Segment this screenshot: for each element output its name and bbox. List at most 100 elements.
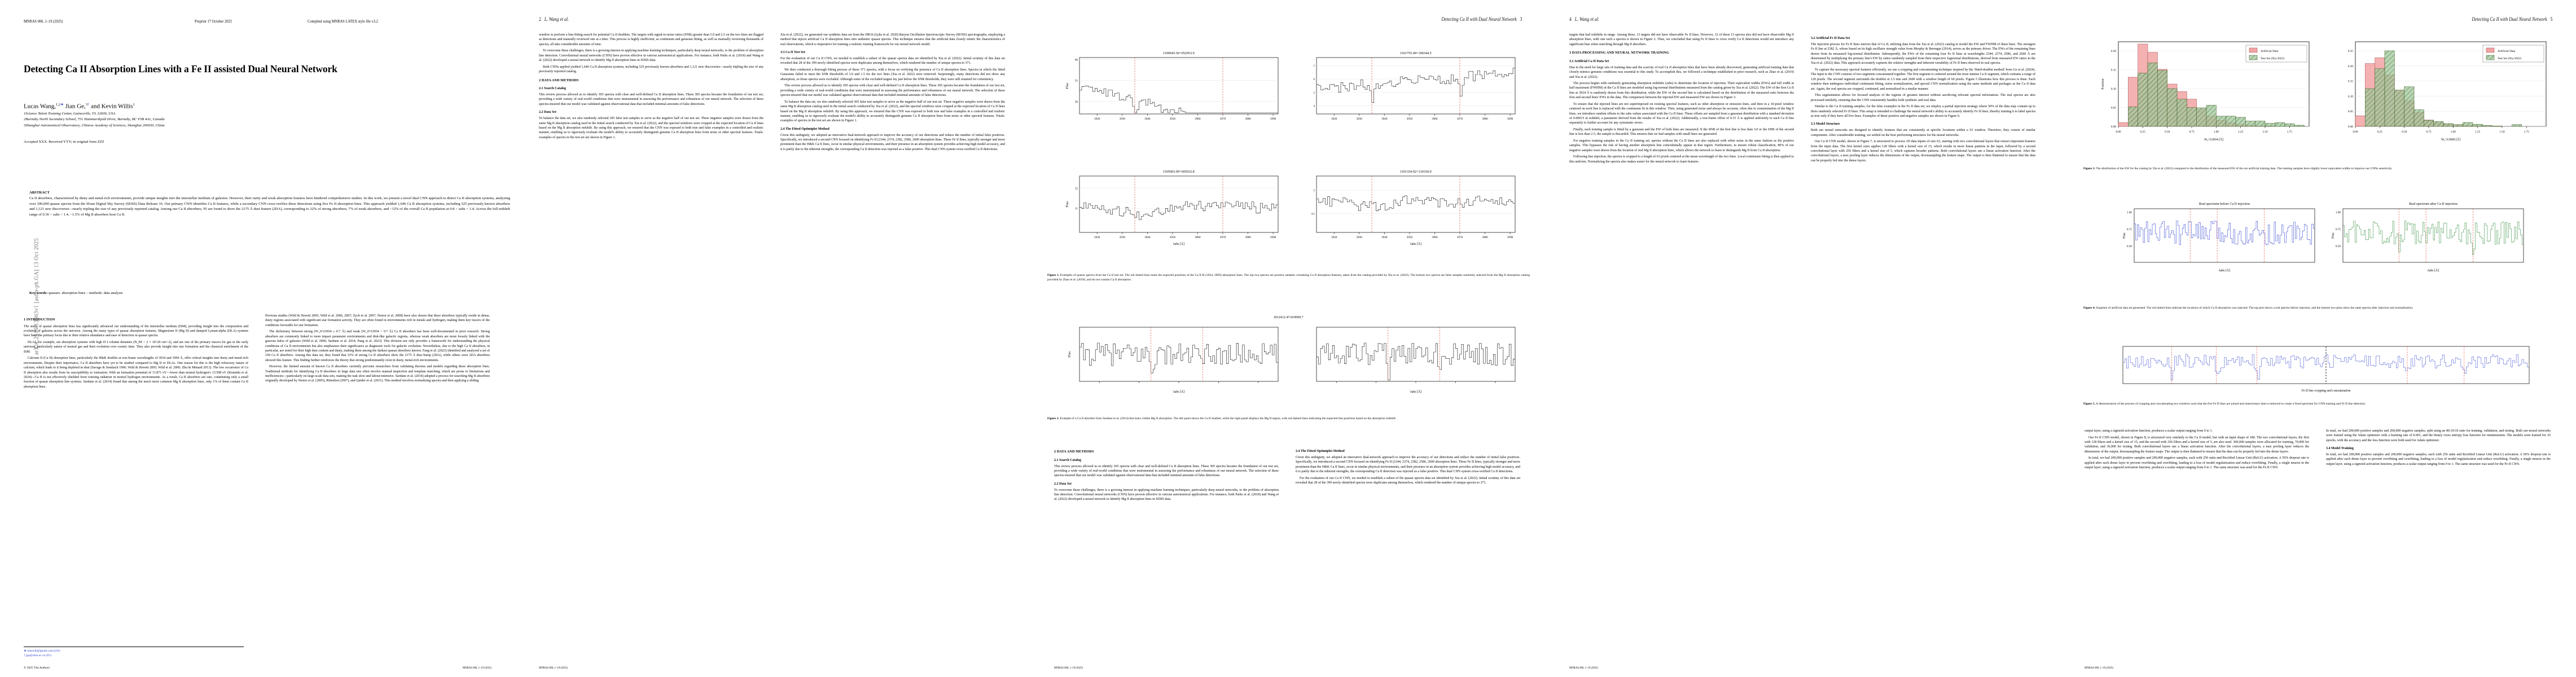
svg-text:3980: 3980 — [1482, 117, 1488, 121]
svg-text:0.75: 0.75 — [2336, 228, 2341, 231]
paragraph: Due to the need for large sets of traini… — [1569, 65, 1794, 79]
svg-text:Fe II line cropping and concat: Fe II line cropping and concatenation — [2302, 389, 2351, 393]
page1-right-column: Previous studies (Wild & Hewett 2005; Wi… — [265, 314, 490, 630]
svg-text:1.00: 1.00 — [2214, 130, 2219, 134]
svg-text:0.00: 0.00 — [2353, 130, 2358, 134]
paragraph: Similar to the Ca II training samples, f… — [1811, 105, 2036, 118]
svg-text:0.10: 0.10 — [2111, 87, 2116, 91]
paragraph: However, the limited amount of known Ca … — [265, 365, 490, 383]
svg-text:1.75: 1.75 — [2524, 130, 2529, 134]
paragraph: In total, we had 200,000 positive sample… — [2326, 453, 2551, 466]
svg-text:1.50: 1.50 — [2262, 130, 2267, 134]
abstract-block: ABSTRACT Ca II absorbers, characterized … — [29, 191, 510, 218]
figure-5: Fe II line cropping and concatenation Fi… — [2083, 338, 2557, 407]
svg-text:3920: 3920 — [1094, 117, 1100, 121]
svg-text:7: 7 — [1313, 64, 1315, 68]
svg-text:60: 60 — [1075, 59, 1078, 62]
svg-text:Flux: Flux — [2332, 232, 2335, 239]
svg-text:J100943.56+052953.9: J100943.56+052953.9 — [1163, 51, 1194, 55]
svg-text:3920: 3920 — [1094, 236, 1100, 239]
page-number: 4 — [1569, 17, 1572, 23]
svg-text:0.75: 0.75 — [2127, 228, 2132, 231]
svg-text:Real spectrum after Ca II inje: Real spectrum after Ca II injection — [2409, 202, 2457, 206]
keywords-label: Key words: — [29, 291, 48, 295]
paragraph: Following line injection, the spectra is… — [1569, 155, 1794, 164]
paragraph: To balance the data set, we also randoml… — [539, 117, 763, 139]
paragraph: targets that had redshifts in range. Amo… — [1569, 33, 1794, 46]
footnote-email-1: ★ lukewfb@gmail.com (LW) — [24, 649, 60, 653]
svg-text:3990: 3990 — [1507, 236, 1513, 239]
svg-text:Flux: Flux — [1068, 351, 1072, 358]
svg-text:3940: 3940 — [1381, 117, 1388, 121]
running-head-p4: 4 L. Wang et al. — [1569, 17, 1599, 23]
running-head-text: Detecting Ca II with Dual Neural Network — [2471, 17, 2547, 23]
svg-text:1.00: 1.00 — [2451, 130, 2456, 134]
svg-text:50: 50 — [1075, 100, 1078, 104]
svg-text:3960: 3960 — [1195, 117, 1201, 121]
figure-5-plot: Fe II line cropping and concatenation — [2122, 346, 2530, 393]
svg-text:0.25: 0.25 — [2348, 50, 2353, 53]
abstract-heading: ABSTRACT — [29, 191, 50, 195]
svg-text:0.05: 0.05 — [2348, 110, 2353, 113]
paragraph: To capture the necessary spectral featur… — [1811, 68, 2035, 91]
paragraph: The dichotomy between strong (W_0^λ3934 … — [265, 330, 490, 362]
affiliation-1: 1Science Talent Training Center, Gainesv… — [24, 112, 116, 116]
svg-text:0.20: 0.20 — [2111, 50, 2116, 53]
svg-text:1.00: 1.00 — [2127, 211, 2132, 214]
svg-text:0.10: 0.10 — [2348, 95, 2353, 98]
running-head-p2: 2 L. Wang et al. — [539, 17, 569, 23]
svg-text:λabs [Å]: λabs [Å] — [2219, 268, 2230, 272]
paragraph: Xia et al. (2022), we generated our synt… — [780, 33, 1005, 46]
svg-text:0.50: 0.50 — [2165, 130, 2170, 134]
svg-text:3940: 3940 — [1381, 236, 1388, 239]
abstract-text: Ca II absorbers, characterized by dusty … — [29, 196, 510, 217]
paragraph: Given this ambiguity, we adopted an inno… — [1296, 455, 1520, 474]
page1-left-column: 1 INTRODUCTION The study of quasar absor… — [24, 314, 248, 630]
paragraph: window to perform a line-fitting search … — [539, 33, 764, 46]
page-2: 2 L. Wang et al. window to perform a lin… — [515, 0, 1030, 677]
paragraph: Given this ambiguity, we adopted an inno… — [780, 133, 1005, 151]
paragraph: Both our neural networks are designed to… — [1811, 129, 2035, 137]
svg-text:0.20: 0.20 — [2348, 65, 2353, 68]
subsection-search-catalog: 2.1 Search Catalog — [539, 87, 567, 91]
paragraph: For the evaluation of our Ca II CNN, we … — [1296, 476, 1520, 485]
footnotes: ★ lukewfb@gmail.com (LW) † jge@shao.ac.c… — [24, 646, 244, 658]
corresponding-dagger: † — [87, 103, 90, 107]
svg-text:0.00: 0.00 — [2116, 130, 2121, 134]
subsection-artificial-ca2: 3.1 Artificial Ca II Data Set — [1569, 59, 1609, 63]
svg-text:1.75: 1.75 — [2287, 130, 2292, 134]
subsection-fitted-optimiplet: 2.4 The Fitted Optimiplet Method — [1296, 450, 1345, 453]
paragraph: We then conducted a thorough fitting pro… — [780, 68, 1005, 81]
author-2: Jian Ge, — [63, 103, 86, 110]
paragraph: The process begins with randomly generat… — [1569, 82, 1794, 100]
figure-3-histograms: 0.00 0.05 0.10 0.15 0.20 0.00 0.25 0.50 0.75 1.00… — [2101, 41, 2547, 142]
figure-4-plots: Real spectrum before Ca II injection λabs… — [2123, 202, 2524, 272]
svg-text:0.15: 0.15 — [2348, 80, 2353, 83]
svg-text:3960: 3960 — [1432, 236, 1438, 239]
running-head-text: L. Wang et al. — [1574, 17, 1599, 23]
bottom-rule-p5: MNRAS 000, 1–19 (2025) — [2085, 666, 2113, 670]
figure-1: J100943.56+052953.9 50 55 60 3920 3930 3940 395… — [1047, 35, 1530, 283]
paragraph: Our Fe II CNN model, shown in Figure 8, … — [2085, 436, 2309, 454]
paragraph: For the evaluation of our Ca II CNN, we … — [780, 57, 1005, 65]
paragraph: Finally, each training sample is fitted … — [1569, 128, 1794, 137]
figure-1-caption: Figure 1. Examples of quasar spectra fro… — [1047, 274, 1530, 283]
paragraph: This segmentation allows for focused ana… — [1811, 94, 2035, 102]
paragraph: DLAs, for example, are absorption system… — [24, 341, 248, 354]
author-1-affil-sup: 1,2 — [55, 103, 61, 107]
svg-text:3950: 3950 — [1170, 236, 1176, 239]
subsection-search-catalog: 2.1 Search Catalog — [1054, 458, 1082, 462]
journal-masthead: MNRAS 000, 1–19 (2025) — [24, 19, 63, 24]
svg-text:3940: 3940 — [1144, 236, 1151, 239]
paragraph: output layer, using a sigmoid activation… — [2085, 429, 2213, 433]
figure-4-caption-text: Snapshot of artificial data set generate… — [2095, 306, 2413, 310]
page-4: 4 L. Wang et al. targets that had redshi… — [1546, 0, 2061, 677]
figure-3-label: Figure 3. — [2083, 167, 2095, 170]
svg-text:0.25: 0.25 — [2140, 130, 2145, 134]
svg-text:λabs [Å]: λabs [Å] — [2428, 268, 2439, 272]
paragraph: Our Ca II CNN model, shown in Figure 7, … — [1811, 140, 2035, 162]
svg-text:0.25: 0.25 — [2377, 130, 2382, 134]
svg-text:3970: 3970 — [1220, 117, 1226, 121]
figure-3-caption-text: The distribution of the EW for the catal… — [2095, 167, 2393, 170]
